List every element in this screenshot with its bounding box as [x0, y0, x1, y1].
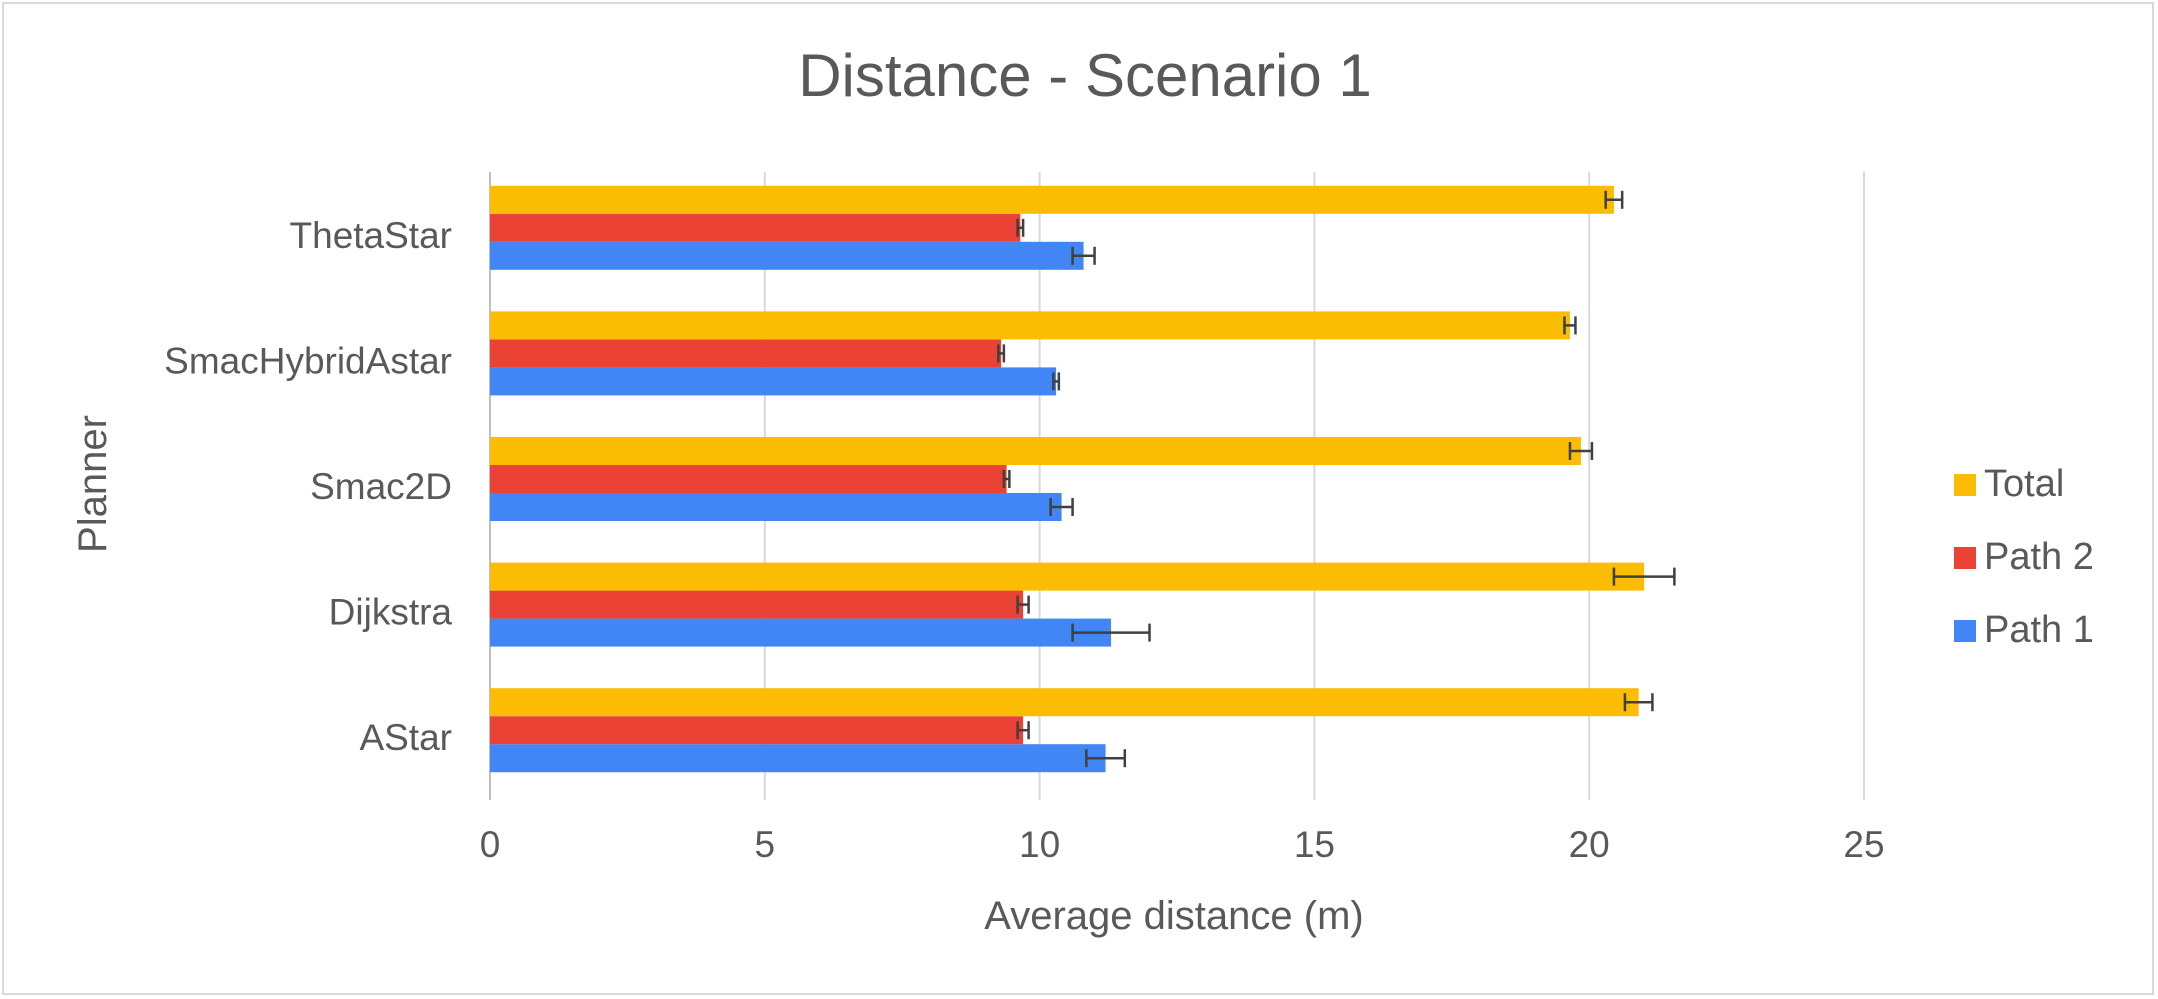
- error-bar-total-smac2d: [1568, 442, 1594, 460]
- error-bar-path-2-smac2d: [1002, 470, 1011, 488]
- legend-label-total: Total: [1984, 463, 2064, 505]
- error-bar-path-2-thetastar: [1016, 218, 1025, 237]
- error-bar-path-2-astar: [1016, 721, 1030, 740]
- x-tick-label-15: 15: [1294, 824, 1335, 865]
- y-axis-title: Planner: [71, 415, 115, 553]
- legend-swatch-path-1: [1954, 620, 1976, 642]
- bars: [490, 185, 1645, 773]
- bar-total-smachybridastar: [490, 311, 1570, 340]
- bar-path-2-thetastar: [490, 213, 1021, 242]
- legend: Total Path 2 Path 1: [1954, 463, 2094, 651]
- bar-path-1-smachybridastar: [490, 367, 1057, 396]
- legend-label-path-1: Path 1: [1984, 609, 2094, 651]
- y-tick-label-astar: AStar: [359, 717, 452, 758]
- bar-path-1-dijkstra: [490, 618, 1112, 647]
- error-bar-total-dijkstra: [1612, 567, 1676, 586]
- bar-path-1-astar: [490, 744, 1106, 773]
- bar-total-dijkstra: [490, 562, 1645, 591]
- y-tick-label-smac2d: Smac2D: [310, 466, 452, 507]
- chart-title: Distance - Scenario 1: [798, 42, 1372, 109]
- error-bar-path-2-dijkstra: [1016, 595, 1030, 614]
- x-tick-label-0: 0: [480, 824, 501, 865]
- error-bars: [997, 190, 1676, 768]
- bar-total-thetastar: [490, 185, 1614, 214]
- error-bar-total-astar: [1623, 693, 1654, 712]
- bar-chart: Distance - Scenario 1 0 5 10 15 20 25 AStar Dij…: [71, 42, 2094, 938]
- error-bar-path-1-dijkstra: [1071, 623, 1151, 642]
- bar-total-smac2d: [490, 437, 1581, 465]
- y-tick-label-smachybridastar: SmacHybridAstar: [164, 340, 452, 381]
- error-bar-total-thetastar: [1604, 190, 1624, 209]
- bar-path-1-smac2d: [490, 493, 1062, 521]
- y-tick-label-thetastar: ThetaStar: [290, 215, 452, 256]
- error-bar-path-2-smachybridastar: [997, 344, 1006, 363]
- bar-path-2-smac2d: [490, 465, 1007, 493]
- error-bar-path-1-astar: [1085, 749, 1127, 768]
- x-tick-label-25: 25: [1843, 824, 1884, 865]
- legend-swatch-total: [1954, 474, 1976, 496]
- bar-path-2-smachybridastar: [490, 339, 1002, 368]
- x-tick-label-10: 10: [1019, 824, 1060, 865]
- legend-label-path-2: Path 2: [1984, 536, 2094, 578]
- x-axis-title: Average distance (m): [984, 894, 1363, 938]
- legend-swatch-path-2: [1954, 547, 1976, 569]
- error-bar-path-1-smac2d: [1049, 498, 1074, 516]
- bar-path-2-astar: [490, 716, 1024, 745]
- axis-ticks: 0 5 10 15 20 25 AStar Dijkstra Smac2D SmacHybridA…: [164, 215, 1884, 865]
- bar-path-1-thetastar: [490, 241, 1084, 270]
- x-tick-label-20: 20: [1569, 824, 1610, 865]
- bar-total-astar: [490, 688, 1639, 717]
- error-bar-total-smachybridastar: [1563, 316, 1577, 335]
- y-tick-label-dijkstra: Dijkstra: [329, 592, 453, 633]
- x-tick-label-5: 5: [755, 824, 776, 865]
- error-bar-path-1-thetastar: [1071, 246, 1096, 265]
- error-bar-path-1-smachybridastar: [1052, 372, 1061, 391]
- bar-path-2-dijkstra: [490, 590, 1024, 619]
